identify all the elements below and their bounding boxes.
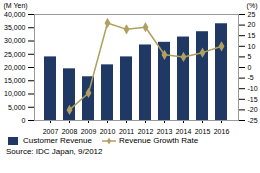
svg-text:2014: 2014: [176, 128, 192, 135]
svg-text:2013: 2013: [157, 128, 173, 135]
svg-text:15: 15: [248, 32, 256, 39]
svg-text:5,000: 5,000: [8, 103, 26, 110]
svg-text:-10: -10: [248, 85, 258, 92]
svg-text:2011: 2011: [119, 128, 134, 135]
svg-text:2015: 2015: [195, 128, 211, 135]
svg-text:2007: 2007: [43, 128, 59, 135]
svg-text:2010: 2010: [100, 128, 116, 135]
svg-text:0: 0: [248, 64, 252, 71]
svg-text:35,000: 35,000: [4, 24, 26, 31]
svg-text:2009: 2009: [81, 128, 97, 135]
svg-text:-25: -25: [248, 117, 258, 124]
svg-text:10,000: 10,000: [4, 90, 26, 97]
svg-text:(%): (%): [247, 2, 258, 10]
svg-text:40,000: 40,000: [4, 11, 26, 18]
svg-text:2012: 2012: [138, 128, 154, 135]
svg-text:30,000: 30,000: [4, 37, 26, 44]
html-text:Source: IDC Japan, 9/2012: Source: IDC Japan, 9/2012: [6, 147, 103, 156]
svg-text:25: 25: [248, 11, 256, 18]
svg-text:-5: -5: [248, 74, 254, 81]
svg-text:25,000: 25,000: [4, 50, 26, 57]
svg-text:-20: -20: [248, 106, 258, 113]
svg-text:-15: -15: [248, 96, 258, 103]
html-text:Revenue Growth Rate: Revenue Growth Rate: [118, 136, 199, 145]
svg-text:5: 5: [248, 53, 252, 60]
svg-text:10: 10: [248, 43, 256, 50]
svg-text:20,000: 20,000: [4, 64, 26, 71]
svg-text:2016: 2016: [214, 128, 230, 135]
svg-text:15,000: 15,000: [4, 77, 26, 84]
html-text:Customer Revenue: Customer Revenue: [23, 136, 92, 145]
svg-text:20: 20: [248, 21, 256, 28]
svg-text:2008: 2008: [62, 128, 78, 135]
svg-text:0: 0: [22, 117, 26, 124]
svg-text:(M Yen): (M Yen): [4, 2, 28, 10]
